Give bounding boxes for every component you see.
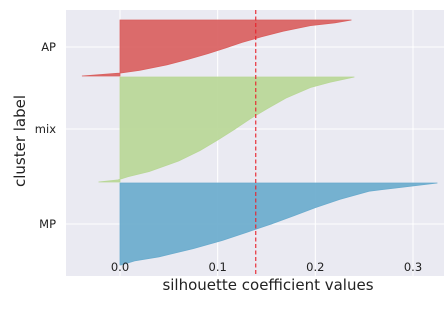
cluster-silhouettes [81, 19, 438, 266]
y-tick-label-ap: AP [41, 40, 56, 54]
silhouette-area-ap [81, 19, 352, 77]
silhouette-area-mp [119, 182, 438, 266]
x-tick-label-0: 0.0 [111, 260, 129, 274]
x-tick-labels: 0.0 0.1 0.2 0.3 [111, 260, 422, 274]
x-tick-label-2: 0.2 [306, 260, 324, 274]
y-tick-labels: AP mix MP [35, 40, 56, 231]
y-axis-label: cluster label [11, 95, 29, 187]
x-axis-label: silhouette coefficient values [162, 276, 373, 294]
y-tick-label-mix: mix [35, 122, 56, 136]
silhouette-area-mix [98, 76, 355, 183]
y-tick-label-mp: MP [39, 217, 56, 231]
x-tick-label-3: 0.3 [404, 260, 422, 274]
x-tick-label-1: 0.1 [209, 260, 227, 274]
